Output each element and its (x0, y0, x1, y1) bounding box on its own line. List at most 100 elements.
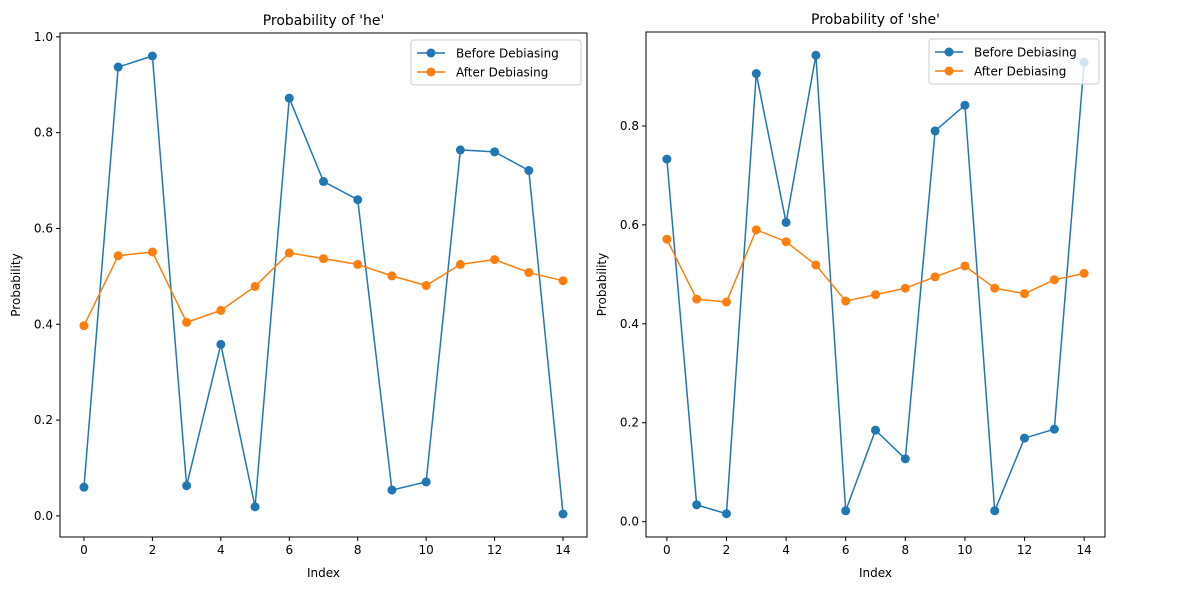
data-point (751, 225, 761, 235)
data-point (1020, 289, 1030, 299)
x-tick-label: 2 (149, 543, 157, 557)
data-point (841, 506, 851, 516)
data-point (79, 321, 89, 331)
x-tick-label: 14 (1076, 543, 1091, 557)
data-point (871, 425, 880, 435)
chart-he: Probability of 'he' Index Probability 0 2… (9, 13, 588, 580)
data-point (871, 290, 880, 300)
y-tick-label: 0.6 (34, 221, 53, 235)
data-point (1079, 268, 1089, 278)
data-point (147, 51, 157, 61)
legend-item: Before Debiasing (935, 46, 1077, 60)
data-point (524, 268, 534, 278)
data-point (319, 177, 328, 187)
data-point (387, 485, 397, 495)
data-point (781, 237, 791, 247)
legend-marker (426, 67, 436, 77)
x-tick-label: 2 (723, 543, 731, 557)
axes-frame (59, 32, 588, 538)
y-tick-label: 0.2 (620, 416, 639, 430)
data-point (250, 502, 260, 512)
y-tick-label: 0.4 (34, 317, 53, 331)
chart-title: Probability of 'she' (811, 12, 940, 28)
data-point (811, 50, 821, 60)
data-point (900, 283, 910, 293)
data-point (662, 234, 672, 244)
data-point (490, 147, 500, 157)
data-point (841, 296, 851, 306)
data-point (387, 271, 397, 281)
data-point (250, 281, 260, 291)
data-point (662, 154, 672, 164)
data-point (455, 145, 465, 155)
data-point (930, 272, 940, 282)
x-tick-label: 10 (419, 543, 434, 557)
x-tick-label: 12 (1017, 543, 1032, 557)
y-tick-label: 0.0 (620, 515, 639, 529)
data-point (781, 217, 791, 227)
data-point (216, 339, 226, 349)
legend-marker (944, 66, 954, 76)
data-point (692, 500, 702, 510)
legend-label: Before Debiasing (456, 47, 559, 61)
x-tick-label: 6 (285, 543, 293, 557)
legend: Before Debiasing After Debiasing (928, 38, 1100, 85)
data-point (960, 261, 970, 271)
series-before-debiasing (662, 50, 1089, 519)
data-point (960, 100, 970, 110)
y-axis-label: Probability (9, 253, 23, 316)
data-point (455, 259, 465, 269)
data-point (79, 482, 89, 492)
x-tick-label: 4 (782, 543, 790, 557)
y-tick-label: 0.2 (34, 413, 53, 427)
x-tick-label: 6 (842, 543, 850, 557)
x-axis-label: Index (859, 566, 892, 580)
legend-item: After Debiasing (417, 66, 548, 80)
data-point (113, 62, 123, 72)
x-axis-label: Index (307, 566, 340, 580)
data-point (1049, 275, 1059, 285)
data-point (182, 481, 192, 491)
data-point (990, 283, 1000, 293)
legend-label: Before Debiasing (974, 46, 1077, 60)
chart-she: Probability of 'she' Index Probability 0… (595, 12, 1106, 580)
y-axis-label: Probability (595, 253, 609, 316)
series-before-debiasing (79, 51, 568, 519)
legend-item: After Debiasing (935, 65, 1066, 79)
y-tick-label: 0.0 (34, 509, 53, 523)
data-point (558, 276, 568, 286)
legend-marker (426, 48, 436, 58)
data-point (490, 255, 500, 265)
data-point (421, 477, 431, 487)
y-tick-label: 0.6 (620, 218, 639, 232)
legend-box (928, 38, 1100, 85)
legend-item: Before Debiasing (417, 47, 559, 61)
data-point (524, 165, 534, 175)
data-point (900, 454, 910, 464)
data-point (558, 509, 568, 519)
x-tick-label: 10 (957, 543, 972, 557)
data-point (1049, 424, 1059, 434)
x-tick-label: 14 (555, 543, 570, 557)
data-point (182, 317, 192, 327)
x-tick-label: 0 (80, 543, 88, 557)
data-point (353, 259, 363, 269)
data-point (990, 506, 1000, 516)
data-point (692, 294, 702, 304)
data-point (113, 251, 123, 261)
data-point (421, 280, 431, 290)
legend-box (410, 39, 582, 86)
x-tick-label: 8 (354, 543, 362, 557)
data-point (319, 254, 328, 264)
data-point (216, 305, 226, 315)
chart-title: Probability of 'he' (263, 13, 385, 29)
series-line (83, 55, 564, 515)
data-point (284, 248, 294, 258)
axes-frame (645, 31, 1106, 538)
data-point (147, 247, 157, 257)
x-tick-label: 0 (663, 543, 671, 557)
data-point (721, 509, 731, 519)
x-tick-label: 8 (901, 543, 909, 557)
data-point (751, 69, 761, 79)
